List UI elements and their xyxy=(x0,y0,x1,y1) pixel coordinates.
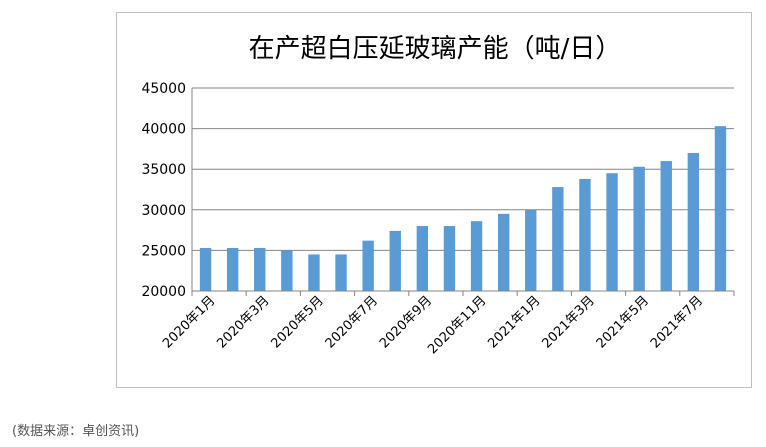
bar xyxy=(254,247,266,291)
bar xyxy=(389,230,401,291)
x-tick-label: 2020年9月 xyxy=(377,293,435,351)
x-tick-label: 2020年3月 xyxy=(214,293,272,351)
bar xyxy=(226,247,239,291)
bar xyxy=(362,240,374,291)
bar xyxy=(199,247,212,291)
bar xyxy=(687,152,700,291)
x-tick-label: 2020年5月 xyxy=(269,293,327,351)
chart-title: 在产超白压延玻璃产能（吨/日） xyxy=(249,34,622,64)
y-tick-label: 35000 xyxy=(141,162,186,178)
y-tick-labels: 20000 25000 30000 35000 40000 45000 xyxy=(141,81,186,300)
source-caption: (数据来源：卓创资讯) xyxy=(12,424,140,439)
axes xyxy=(191,88,735,296)
bar xyxy=(579,178,591,291)
x-tick-label: 2020年1月 xyxy=(160,293,218,351)
bar xyxy=(525,209,537,291)
y-tick-label: 45000 xyxy=(141,81,186,97)
bar-chart: 在产超白压延玻璃产能（吨/日） 20000 25000 30000 35000 4000… xyxy=(141,34,735,357)
gridlines xyxy=(192,87,734,251)
bars xyxy=(199,126,727,291)
x-tick-label: 2021年7月 xyxy=(648,293,706,351)
x-tick-labels: 2020年1月2020年3月2020年5月2020年7月2020年9月2020年… xyxy=(160,293,706,357)
x-tick-label: 2021年5月 xyxy=(594,293,652,351)
bar xyxy=(606,173,618,291)
bar xyxy=(633,166,645,291)
bar xyxy=(308,254,320,291)
bar xyxy=(335,254,347,291)
bar xyxy=(497,213,510,291)
y-tick-label: 20000 xyxy=(141,284,186,300)
bar xyxy=(416,226,429,291)
x-tick-label: 2020年11月 xyxy=(425,293,489,357)
x-tick-label: 2021年3月 xyxy=(540,293,598,351)
y-tick-label: 40000 xyxy=(141,122,186,138)
x-tick-label: 2021年1月 xyxy=(485,293,543,351)
bar xyxy=(470,221,483,291)
bar xyxy=(714,126,727,291)
bar xyxy=(443,226,456,291)
bar xyxy=(281,250,293,291)
y-tick-label: 30000 xyxy=(141,203,186,219)
bar xyxy=(552,187,564,291)
chart-frame: 在产超白压延玻璃产能（吨/日） 20000 25000 30000 35000 4000… xyxy=(116,12,752,388)
y-tick-label: 25000 xyxy=(141,243,186,259)
x-tick-label: 2020年7月 xyxy=(323,293,381,351)
bar xyxy=(660,161,672,291)
